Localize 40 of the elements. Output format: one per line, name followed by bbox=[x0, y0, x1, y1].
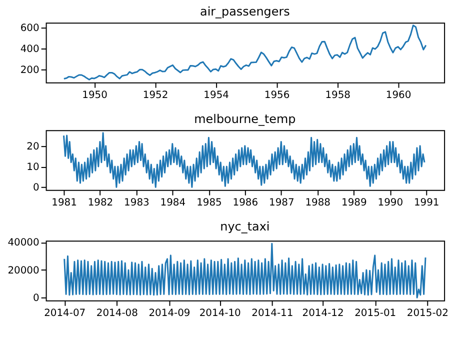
x-tick-label: 1950 bbox=[82, 90, 108, 101]
y-tick-label: 600 bbox=[20, 23, 40, 34]
x-tick-label: 1952 bbox=[142, 90, 168, 101]
chart-title: nyc_taxi bbox=[220, 219, 270, 234]
x-tick-label: 1983 bbox=[124, 197, 150, 208]
x-tick-label: 2015-01 bbox=[354, 308, 396, 319]
y-tick-label: 40000 bbox=[8, 238, 40, 249]
x-tick-label: 1960 bbox=[386, 90, 412, 101]
x-tick-label: 1986 bbox=[232, 197, 258, 208]
y-tick-label: 200 bbox=[20, 65, 40, 76]
x-tick-label: 1956 bbox=[264, 90, 290, 101]
x-tick-label: 1985 bbox=[196, 197, 222, 208]
x-tick-label: 1958 bbox=[325, 90, 350, 101]
x-tick-label: 2014-09 bbox=[148, 308, 190, 319]
line-series bbox=[63, 132, 426, 188]
x-tick-label: 1988 bbox=[305, 197, 331, 208]
x-tick-label: 1987 bbox=[268, 197, 294, 208]
y-tick-label: 20000 bbox=[8, 265, 40, 276]
x-tick-label: 2015-02 bbox=[406, 308, 448, 319]
x-tick-label: 1954 bbox=[204, 90, 229, 101]
x-tick-label: 1982 bbox=[88, 197, 114, 208]
chart-title: melbourne_temp bbox=[194, 112, 296, 126]
x-tick-label: 2014-08 bbox=[96, 308, 138, 319]
x-tick-label: 2014-10 bbox=[199, 308, 241, 319]
line-series bbox=[64, 242, 426, 298]
y-tick-label: 400 bbox=[20, 44, 40, 56]
x-tick-label: 1984 bbox=[160, 197, 186, 208]
line-series bbox=[63, 24, 427, 80]
y-tick-label: 0 bbox=[33, 293, 40, 304]
y-tick-label: 10 bbox=[26, 162, 40, 174]
x-tick-label: 1991 bbox=[414, 197, 440, 208]
x-tick-label: 1989 bbox=[342, 197, 367, 208]
chart-title: air_passengers bbox=[200, 4, 290, 19]
x-tick-label: 1981 bbox=[52, 197, 77, 208]
x-tick-label: 1990 bbox=[378, 197, 404, 208]
x-tick-label: 2014-11 bbox=[252, 308, 294, 319]
y-tick-label: 20 bbox=[26, 141, 40, 152]
y-tick-label: 0 bbox=[33, 182, 40, 194]
x-tick-label: 2014-12 bbox=[302, 308, 344, 319]
x-tick-label: 2014-07 bbox=[44, 308, 86, 319]
